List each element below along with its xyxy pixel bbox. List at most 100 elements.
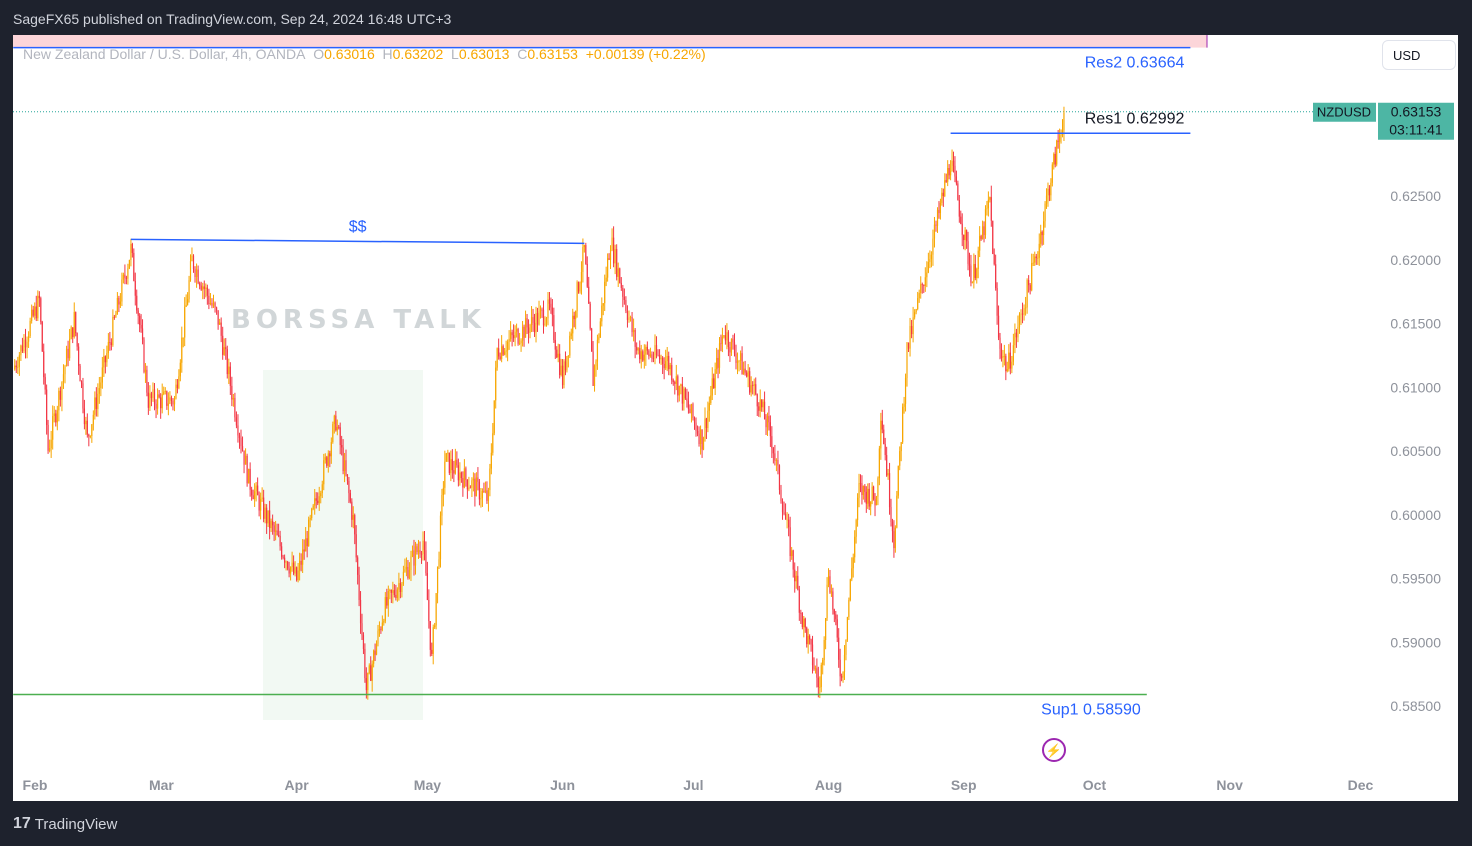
candle-body — [510, 332, 512, 339]
candle-body — [281, 546, 283, 557]
candle-body — [527, 327, 530, 333]
candle-body — [324, 457, 326, 461]
candle-body — [1000, 348, 1003, 359]
candle-body — [660, 357, 662, 360]
candle-body — [671, 365, 673, 381]
candle-body — [1063, 112, 1065, 131]
candle-body — [951, 160, 953, 172]
candle-body — [211, 302, 213, 306]
candle-body — [861, 483, 863, 496]
candle-body — [76, 333, 78, 347]
candle-body — [973, 263, 975, 283]
candle-body — [732, 338, 734, 343]
candle-body — [936, 209, 939, 226]
candle-body — [894, 527, 896, 549]
candle-body — [566, 356, 568, 371]
candle-body — [460, 472, 462, 479]
candle-body — [965, 230, 968, 242]
candle-body — [830, 591, 833, 593]
candle-body — [792, 550, 794, 570]
candle-body — [839, 659, 841, 677]
candle-body — [29, 320, 31, 337]
candle-body — [930, 254, 933, 260]
candle-body — [915, 308, 917, 313]
candle-body — [118, 297, 120, 305]
candle-body — [284, 557, 286, 563]
candle-body — [420, 553, 423, 555]
candle-body — [195, 269, 198, 277]
candle-body — [730, 338, 733, 353]
candle-body — [24, 339, 27, 348]
candle-body — [1028, 280, 1030, 286]
candle-body — [967, 241, 969, 264]
candle-body — [791, 550, 793, 556]
candle-body — [1031, 263, 1033, 291]
candle-body — [31, 309, 33, 321]
candle-body — [398, 583, 400, 590]
candle-body — [648, 350, 650, 357]
candle-body — [293, 562, 295, 574]
candle-body — [775, 460, 778, 461]
candle-body — [269, 510, 271, 529]
candle-body — [862, 485, 864, 496]
candle-body — [948, 168, 950, 176]
candle-body — [244, 455, 247, 465]
candle-body — [746, 372, 748, 377]
candle-body — [717, 357, 719, 368]
candle-body — [349, 493, 351, 502]
level-label: Sup1 0.58590 — [1041, 702, 1141, 719]
candle-body — [690, 404, 693, 414]
candle-body — [226, 349, 228, 375]
candle-body — [92, 414, 94, 425]
candle-body — [1026, 280, 1028, 308]
candle-body — [529, 324, 531, 333]
candle-body — [251, 489, 253, 496]
candle-body — [856, 497, 859, 521]
candle-body — [342, 447, 344, 472]
candle-body — [611, 237, 613, 251]
candle-body — [693, 418, 696, 423]
candle-body — [40, 298, 42, 322]
candle-body — [577, 282, 580, 292]
candle-body — [637, 348, 639, 351]
candle-body — [191, 255, 193, 262]
candle-body — [1023, 308, 1025, 315]
candle-body — [300, 560, 302, 565]
candle-body — [82, 383, 84, 409]
candle-body — [407, 566, 409, 579]
candle-body — [113, 316, 115, 318]
candle-body — [756, 394, 758, 407]
candle-body — [523, 326, 525, 338]
candle-body — [990, 197, 992, 221]
candle-body — [570, 333, 572, 336]
candlestick-chart[interactable]: BORSSA TALK Res2 0.63664 Res1 0.62992 Sup1 … — [13, 35, 1458, 801]
candle-body — [276, 530, 278, 536]
candle-body — [296, 567, 298, 581]
candle-body — [389, 590, 391, 592]
candle-body — [899, 451, 901, 466]
candle-body — [53, 413, 55, 417]
candle-body — [150, 393, 153, 399]
time-tick: May — [414, 777, 441, 793]
candle-body — [586, 263, 588, 287]
candle-body — [263, 497, 265, 519]
chart-pane[interactable]: BORSSA TALK Res2 0.63664 Res1 0.62992 Sup1 … — [13, 35, 1458, 801]
candle-body — [26, 341, 28, 348]
currency-button[interactable]: USD — [1382, 40, 1456, 70]
level-label: Res2 0.63664 — [1085, 55, 1185, 72]
candle-body — [957, 183, 959, 201]
candle-body — [373, 650, 375, 664]
candle-body — [634, 329, 636, 347]
candle-body — [926, 272, 928, 278]
tradingview-logo[interactable]: 17 TradingView — [13, 815, 117, 833]
candle-body — [88, 434, 90, 437]
candle-body — [923, 285, 925, 286]
candle-body — [423, 540, 426, 551]
candle-body — [964, 230, 966, 241]
candle-body — [984, 209, 987, 235]
candle-body — [80, 381, 83, 384]
candle-body — [986, 208, 988, 210]
resistance-zone — [13, 35, 1207, 48]
candle-body — [179, 362, 181, 377]
candle-body — [243, 450, 245, 465]
